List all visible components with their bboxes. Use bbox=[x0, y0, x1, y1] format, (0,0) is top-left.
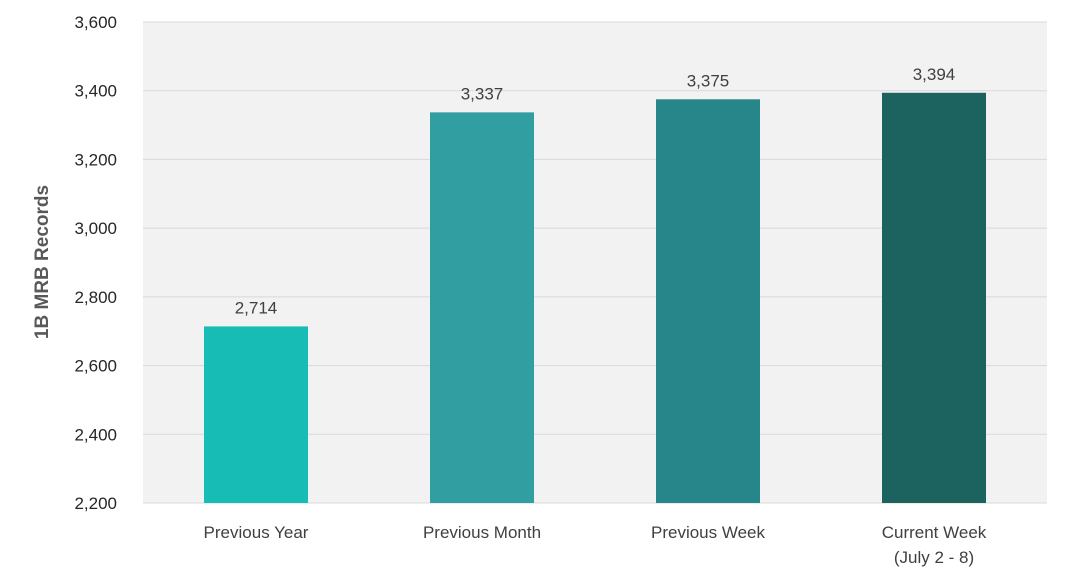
bars bbox=[204, 92, 986, 504]
bar-value-label: 3,394 bbox=[913, 65, 956, 84]
y-axis-ticks: 2,200 2,400 2,600 2,800 3,000 3,200 3,400 3,600 bbox=[74, 13, 117, 513]
y-tick-label: 2,600 bbox=[74, 357, 117, 376]
bar-value-label: 2,714 bbox=[235, 298, 278, 317]
y-axis-title: 1B MRB Records bbox=[32, 185, 53, 339]
bar bbox=[430, 112, 534, 503]
y-tick-label: 2,400 bbox=[74, 425, 117, 444]
y-tick-label: 3,400 bbox=[74, 82, 117, 101]
y-tick-label: 3,200 bbox=[74, 150, 117, 169]
bar bbox=[656, 99, 760, 503]
data-labels: 2,714 3,337 3,375 3,394 bbox=[235, 65, 956, 318]
x-category-label: Previous Month bbox=[423, 523, 541, 542]
bar-value-label: 3,337 bbox=[461, 84, 504, 103]
bar bbox=[882, 92, 986, 504]
x-axis-categories: Previous Year Previous Month Previous Week… bbox=[204, 523, 987, 567]
y-tick-label: 3,000 bbox=[74, 219, 117, 238]
bar-value-label: 3,375 bbox=[687, 71, 730, 90]
x-category-label: Previous Year bbox=[204, 523, 309, 542]
y-tick-label: 2,200 bbox=[74, 494, 117, 513]
bar bbox=[204, 326, 308, 503]
y-tick-label: 3,600 bbox=[74, 13, 117, 32]
y-tick-label: 2,800 bbox=[74, 288, 117, 307]
x-category-label: Current Week (July 2 - 8) bbox=[882, 523, 987, 567]
x-category-label: Previous Week bbox=[651, 523, 766, 542]
